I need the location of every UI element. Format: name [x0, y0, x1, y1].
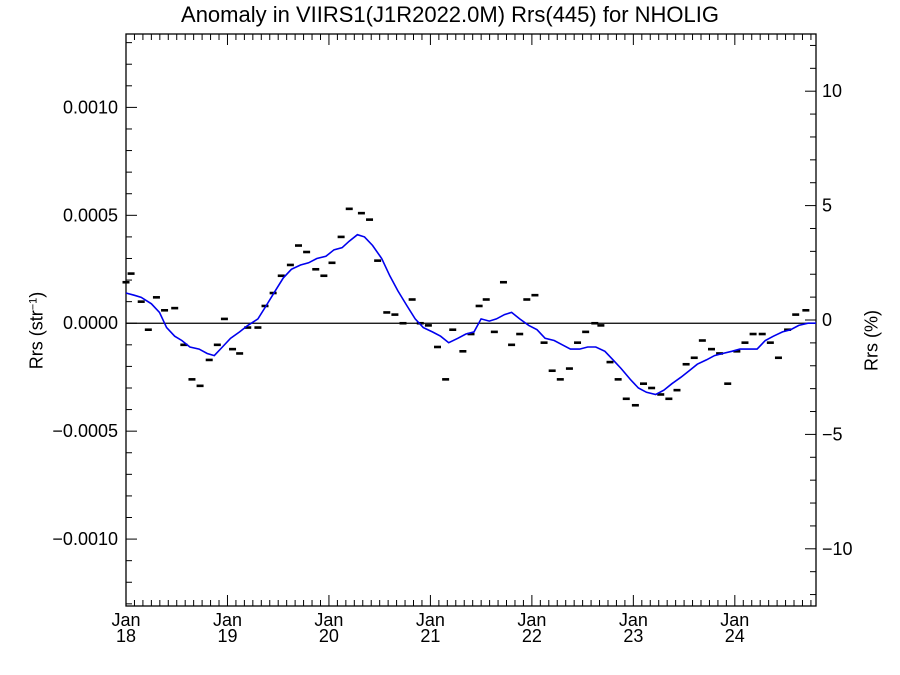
y-tick-label-right: −5 — [822, 424, 843, 444]
y-tick-label-right: 10 — [822, 81, 842, 101]
x-tick-label-year: 20 — [319, 626, 339, 646]
axis-ticks: 0.0010 0.0005 0.0000 −0.0005 −0.0010 10 5 0 −5 −1… — [52, 34, 853, 646]
x-tick-label-month: Jan — [416, 610, 445, 630]
monthly-anomaly-markers — [122, 207, 810, 407]
x-tick-label-month: Jan — [314, 610, 343, 630]
y-tick-label-left: 0.0010 — [63, 97, 118, 117]
x-tick-label-year: 19 — [217, 626, 237, 646]
x-tick-label-year: 18 — [116, 626, 136, 646]
x-tick-label-month: Jan — [517, 610, 546, 630]
x-tick-label-month: Jan — [213, 610, 242, 630]
x-tick-label-year: 23 — [623, 626, 643, 646]
y-tick-label-right: 5 — [822, 196, 832, 216]
x-tick-label-year: 22 — [522, 626, 542, 646]
x-tick-label-year: 21 — [420, 626, 440, 646]
y-tick-label-left: −0.0005 — [52, 421, 118, 441]
chart-title: Anomaly in VIIRS1(J1R2022.0M) Rrs(445) f… — [181, 2, 719, 27]
x-tick-label-month: Jan — [720, 610, 749, 630]
x-tick-label-year: 24 — [725, 626, 745, 646]
y-tick-label-left: 0.0000 — [63, 313, 118, 333]
y-tick-label-left: −0.0010 — [52, 529, 118, 549]
x-tick-label-month: Jan — [111, 610, 140, 630]
plot-frame — [125, 33, 817, 607]
y-tick-label-left: 0.0005 — [63, 205, 118, 225]
smoothed-anomaly-line — [125, 233, 816, 396]
x-tick-label-month: Jan — [619, 610, 648, 630]
y-tick-label-right: 0 — [822, 310, 832, 330]
y-tick-label-right: −10 — [822, 539, 853, 559]
